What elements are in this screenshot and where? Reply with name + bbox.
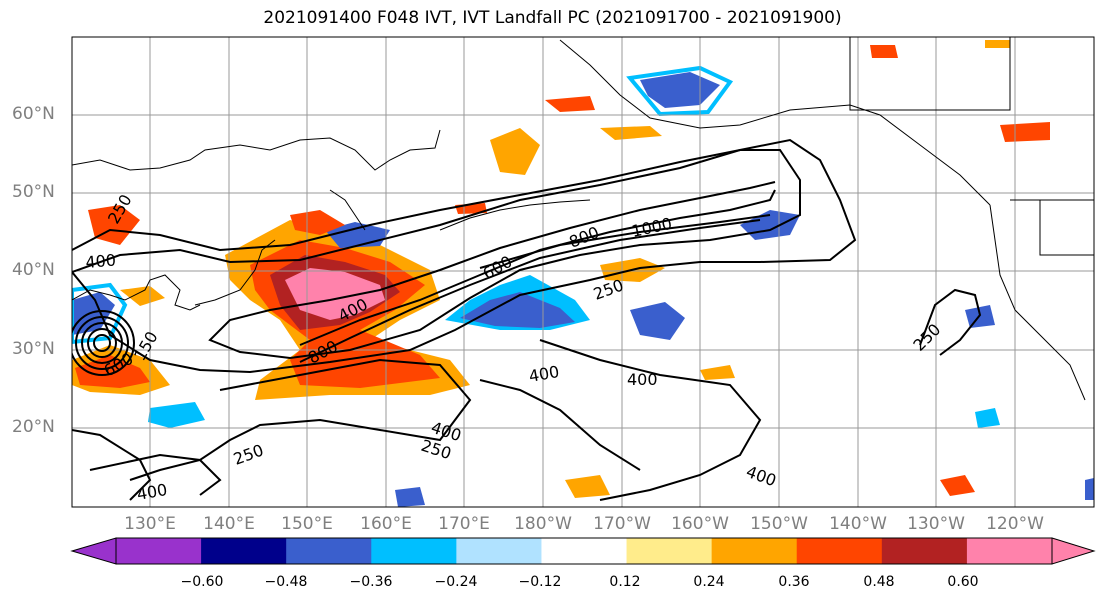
- colorbar-tick-label: 0.48: [863, 574, 895, 590]
- shade-ak-pos2: [985, 40, 1010, 48]
- shade-cent-neg: [630, 302, 685, 340]
- colorbar-segment: [626, 538, 713, 564]
- lat-label: 40°N: [12, 260, 55, 280]
- lon-label: 130°E: [124, 514, 176, 534]
- shade-positive-pink: [285, 268, 385, 320]
- lon-label: 150°E: [281, 514, 333, 534]
- lat-label: 20°N: [12, 417, 55, 437]
- lat-label: 60°N: [12, 104, 55, 124]
- shade-south-neg2: [395, 487, 425, 507]
- colorbar-extend-left: [70, 537, 117, 565]
- ivt-contours: [72, 138, 982, 501]
- contour-800: [299, 219, 761, 363]
- colorbar-segment: [201, 538, 287, 564]
- colorbar-segment: [711, 538, 798, 564]
- figure-title: 2021091400 F048 IVT, IVT Landfall PC (20…: [263, 8, 842, 28]
- us-border: [1010, 199, 1094, 256]
- contour-label: 400: [627, 370, 658, 389]
- canada-border: [849, 37, 1011, 111]
- shade-kam-pos: [290, 210, 345, 235]
- lat-label: 30°N: [12, 339, 55, 359]
- shade-ak-pos: [870, 45, 898, 58]
- aleutian-arc: [439, 199, 591, 231]
- map-frame: [71, 36, 1095, 508]
- shade-spot-4: [1085, 478, 1094, 500]
- shade-alaska-neg-light: [626, 65, 734, 117]
- shade-aleut-pos2: [600, 126, 662, 140]
- typhoon-ring-2: [87, 328, 117, 358]
- lon-label: 120°W: [986, 514, 1044, 534]
- lon-label: 150°W: [750, 514, 808, 534]
- contour-250: [72, 138, 857, 374]
- us-coast: [989, 204, 1086, 401]
- colorbar-tick-label: 0.60: [947, 574, 979, 590]
- coastlines: [72, 37, 1094, 401]
- lon-label: 160°W: [671, 514, 729, 534]
- colorbar-tick-label: −0.60: [180, 574, 224, 590]
- lon-label: 180°W: [514, 514, 572, 534]
- colorbar-segment: [371, 538, 457, 564]
- shade-south-pos: [565, 475, 610, 498]
- kamchatka: [329, 189, 366, 231]
- colorbar: [70, 537, 1096, 565]
- colorbar-tick-label: 0.36: [778, 574, 810, 590]
- colorbar-segment: [966, 538, 1053, 564]
- shade-spot-2: [700, 365, 735, 380]
- colorbar-tick-label: −0.24: [434, 574, 478, 590]
- colorbar-tick-label: −0.12: [518, 574, 562, 590]
- typhoon-ring-4: [75, 316, 129, 370]
- colorbar-segment: [456, 538, 542, 564]
- shade-east-pos: [1000, 122, 1050, 142]
- lon-label: 140°W: [829, 514, 887, 534]
- shade-east-neg2: [975, 408, 1000, 428]
- colorbar-tick-label: −0.36: [349, 574, 393, 590]
- shade-negative-core: [460, 292, 575, 328]
- colorbar-tick-label: 0.24: [693, 574, 725, 590]
- typhoon-ring-3: [81, 322, 123, 364]
- contour-south-3: [479, 379, 641, 471]
- shade-aleut-pos: [490, 128, 540, 175]
- contour-east-250: [919, 288, 982, 356]
- shade-west-pos-core: [75, 355, 150, 388]
- contour-south-2: [539, 339, 762, 501]
- lon-label: 170°E: [438, 514, 490, 534]
- china-coast: [72, 274, 201, 311]
- typhoon-ring-5: [72, 310, 135, 376]
- colorbar-extend-right: [1051, 537, 1096, 565]
- typhoon-ring-1: [93, 334, 111, 352]
- colorbar-tick-label: 0.12: [609, 574, 641, 590]
- colorbar-tick-label: −0.48: [264, 574, 308, 590]
- contour-600: [299, 189, 776, 346]
- shade-spot-1: [940, 475, 975, 496]
- asia-coast: [72, 129, 441, 171]
- colorbar-outline: [115, 537, 1053, 565]
- contour-label: 400: [85, 250, 117, 272]
- lon-label: 130°W: [907, 514, 965, 534]
- lat-label: 50°N: [12, 182, 55, 202]
- lon-label: 170°W: [593, 514, 651, 534]
- shade-nw-pos-2: [120, 286, 165, 306]
- contour-400: [72, 149, 801, 360]
- alaska-coast: [559, 39, 991, 206]
- lon-label: 160°E: [360, 514, 412, 534]
- shade-bering-pos: [545, 96, 595, 112]
- japan: [194, 239, 276, 306]
- colorbar-segment: [116, 538, 202, 564]
- contour-sw-250: [89, 453, 222, 496]
- contour-1000: [479, 214, 771, 269]
- lon-label: 140°E: [203, 514, 255, 534]
- colorbar-segment: [286, 538, 372, 564]
- colorbar-segment: [541, 538, 628, 564]
- shade-south-neg: [148, 402, 205, 428]
- colorbar-segment: [881, 538, 968, 564]
- colorbar-segment: [796, 538, 883, 564]
